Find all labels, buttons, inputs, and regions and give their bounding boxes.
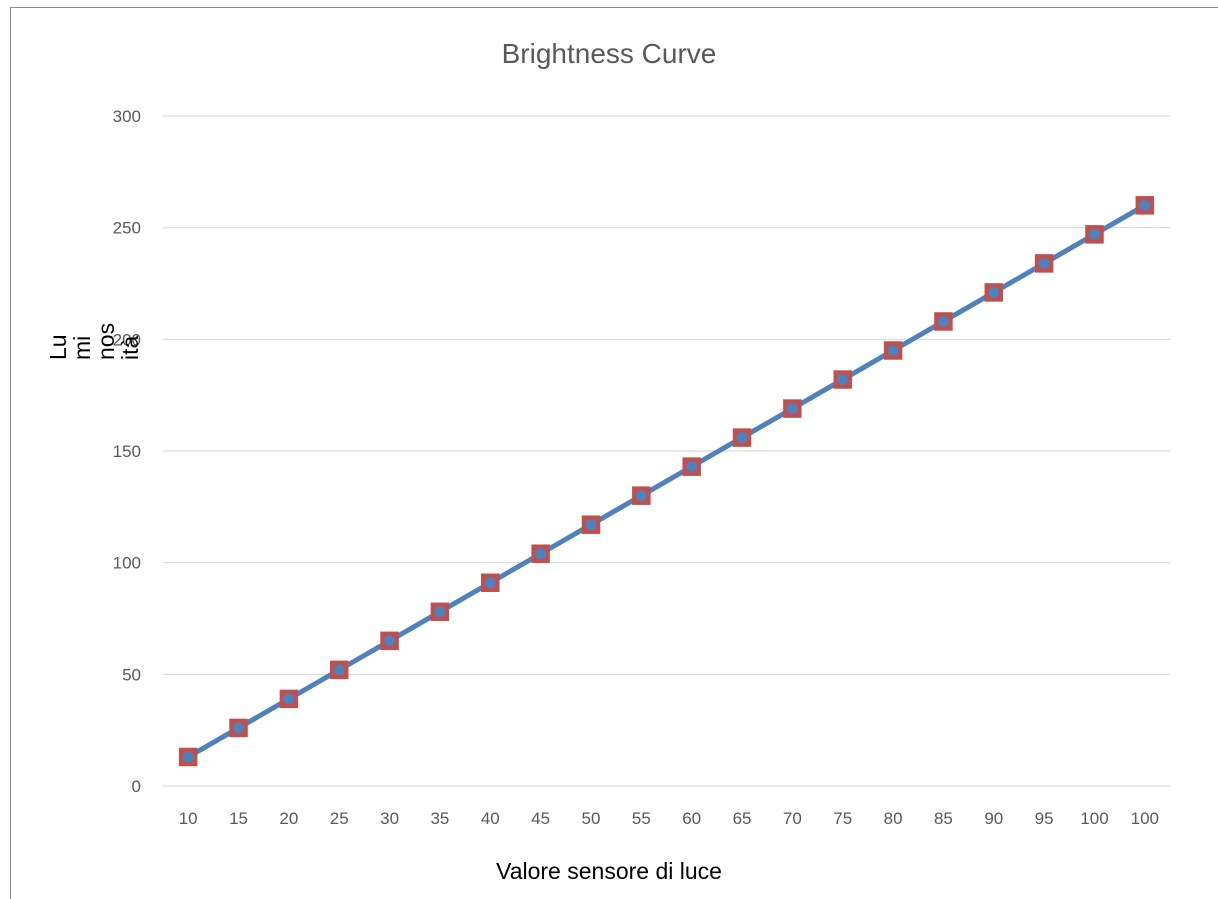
data-point-dot	[1139, 199, 1151, 211]
x-tick-label: 100	[1131, 809, 1159, 828]
chart-frame	[10, 7, 1218, 899]
data-point-dot	[182, 751, 194, 763]
data-point-dot	[635, 490, 647, 502]
x-tick-label: 95	[1035, 809, 1054, 828]
data-point-dot	[887, 345, 899, 356]
y-tick-labels: 0 50 100 150 200 250 300	[113, 107, 141, 796]
series-markers	[178, 196, 1155, 767]
data-point-dot	[786, 403, 798, 415]
y-tick-label: 250	[113, 219, 141, 238]
y-tick-label: 200	[113, 330, 141, 349]
x-tick-label: 60	[682, 809, 701, 828]
x-tick-label: 70	[783, 809, 802, 828]
y-tick-label: 300	[113, 107, 141, 126]
y-tick-label: 150	[113, 442, 141, 461]
x-tick-label: 20	[279, 809, 298, 828]
data-point-dot	[535, 548, 547, 560]
data-point-dot	[686, 461, 698, 473]
x-tick-label: 25	[330, 809, 349, 828]
chart-title: Brightness Curve	[501, 38, 717, 69]
x-tick-label: 50	[582, 809, 601, 828]
x-tick-label: 35	[430, 809, 449, 828]
x-tick-label: 90	[984, 809, 1003, 828]
x-tick-label: 75	[833, 809, 852, 828]
data-point-dot	[484, 577, 496, 589]
data-point-dot	[837, 374, 849, 386]
data-point-dot	[1088, 228, 1100, 240]
data-point-dot	[434, 606, 446, 618]
y-tick-label: 50	[122, 665, 141, 684]
x-tick-label: 30	[380, 809, 399, 828]
data-point-dot	[988, 286, 1000, 298]
data-point-dot	[283, 693, 295, 705]
data-point-dot	[1038, 257, 1050, 269]
gridlines	[163, 115, 1170, 787]
data-point-dot	[333, 664, 345, 676]
x-tick-label: 10	[179, 809, 198, 828]
data-point-dot	[937, 315, 949, 327]
y-axis-title: Lu mi nos ità	[45, 322, 143, 360]
x-tick-label: 45	[531, 809, 550, 828]
y-tick-label: 100	[113, 554, 141, 573]
x-tick-label: 100	[1080, 809, 1108, 828]
x-tick-label: 40	[481, 809, 500, 828]
data-point-dot	[736, 432, 748, 444]
x-tick-label: 85	[934, 809, 953, 828]
x-tick-label: 65	[733, 809, 752, 828]
x-axis-title: Valore sensore di luce	[496, 858, 722, 884]
data-point-dot	[585, 519, 597, 531]
x-tick-label: 15	[229, 809, 248, 828]
x-tick-label: 55	[632, 809, 651, 828]
data-point-dot	[233, 722, 245, 734]
x-tick-label: 80	[884, 809, 903, 828]
y-tick-label: 0	[132, 777, 141, 796]
data-point-dot	[384, 635, 396, 647]
x-tick-labels: 10 15 20 25 30 35 40 45 50 55 60 65 70 75 80 85 90 95 100 1…	[179, 809, 1159, 828]
